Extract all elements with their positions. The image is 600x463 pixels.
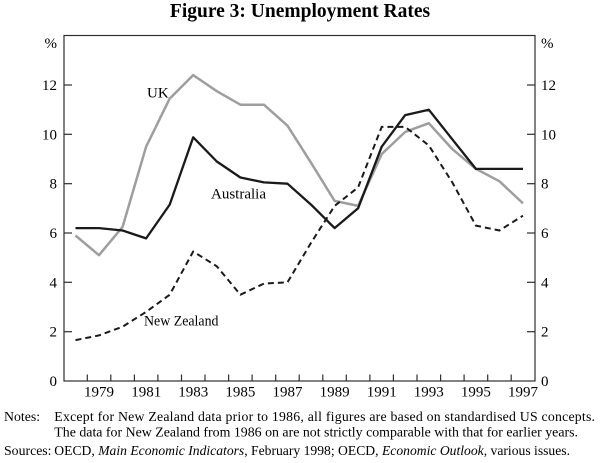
svg-text:Figure 3: Unemployment Rates: Figure 3: Unemployment Rates: [170, 1, 431, 22]
svg-text:Australia: Australia: [211, 187, 266, 203]
svg-text:1981: 1981: [131, 385, 161, 401]
svg-text:12: 12: [541, 78, 556, 94]
svg-text:1995: 1995: [461, 385, 491, 401]
svg-text:2: 2: [541, 325, 549, 341]
svg-text:10: 10: [541, 127, 556, 143]
svg-text:1979: 1979: [84, 385, 114, 401]
svg-text:1991: 1991: [367, 385, 397, 401]
svg-text:UK: UK: [147, 86, 169, 102]
svg-text:1983: 1983: [178, 385, 208, 401]
svg-text:2: 2: [50, 325, 58, 341]
svg-text:%: %: [45, 36, 58, 52]
svg-text:0: 0: [541, 374, 549, 390]
svg-text:1993: 1993: [414, 385, 444, 401]
svg-text:1997: 1997: [508, 385, 539, 401]
svg-text:8: 8: [50, 177, 58, 193]
svg-text:6: 6: [541, 226, 549, 242]
svg-text:1985: 1985: [225, 385, 255, 401]
svg-text:Sources:: Sources:: [4, 443, 52, 458]
svg-text:8: 8: [541, 177, 549, 193]
svg-text:1989: 1989: [320, 385, 350, 401]
svg-text:12: 12: [42, 78, 57, 94]
svg-text:10: 10: [42, 127, 57, 143]
svg-text:6: 6: [50, 226, 58, 242]
svg-text:Notes:: Notes:: [4, 409, 40, 424]
svg-text:0: 0: [50, 374, 58, 390]
svg-text:4: 4: [50, 275, 58, 291]
svg-text:4: 4: [541, 275, 549, 291]
svg-text:Except for New Zealand data pr: Except for New Zealand data prior to 198…: [54, 409, 595, 424]
svg-text:%: %: [541, 36, 554, 52]
svg-text:OECD, Main Economic Indicators: OECD, Main Economic Indicators, February…: [54, 443, 570, 458]
svg-text:New Zealand: New Zealand: [144, 313, 219, 329]
svg-text:The data for New Zealand from: The data for New Zealand from 1986 on ar…: [54, 425, 578, 440]
svg-text:1987: 1987: [273, 385, 304, 401]
